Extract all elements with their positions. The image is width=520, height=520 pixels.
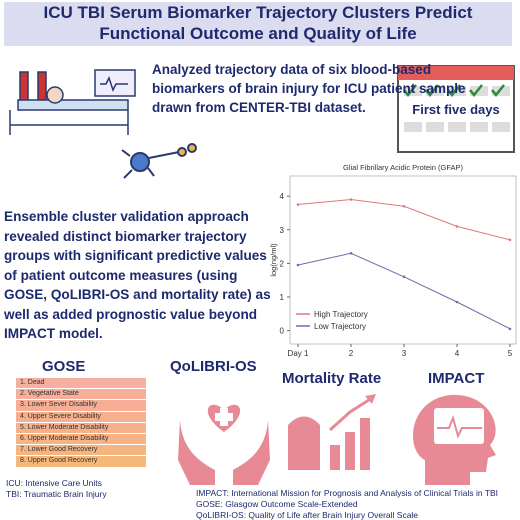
- y-tick-label: 4: [280, 192, 285, 201]
- legend-label: High Trajectory: [314, 310, 368, 319]
- point: [402, 204, 406, 208]
- impact-icon: [413, 394, 496, 485]
- y-tick-label: 2: [280, 259, 285, 268]
- gose-item: 6. Upper Moderate Disability: [16, 433, 146, 446]
- x-tick-label: 4: [455, 349, 460, 358]
- x-tick-label: 2: [349, 349, 354, 358]
- y-tick-label: 1: [280, 293, 285, 302]
- gose-item: 4. Upper Severe Disability: [16, 411, 146, 423]
- abbreviation: QoLIBRI-OS: Quality of Life after Brain …: [196, 510, 419, 520]
- plot-frame: [289, 175, 517, 345]
- qolibri-heading: QoLIBRI-OS: [170, 358, 257, 375]
- calendar-label: First five days: [412, 102, 499, 117]
- y-tick-label: 0: [280, 327, 285, 336]
- point: [349, 251, 353, 255]
- y-axis-label: log(ng/ml): [269, 243, 278, 277]
- abbreviations-left: ICU: Intensive Care Units TBI: Traumatic …: [6, 478, 107, 500]
- mortality-heading: Mortality Rate: [282, 370, 382, 387]
- abbreviation: GOSE: Glasgow Outcome Scale-Extended: [196, 499, 358, 509]
- x-tick-label: Day 1: [288, 349, 309, 358]
- legend-label: Low Trajectory: [314, 322, 366, 331]
- gose-item: 3. Lower Sever Disability: [16, 400, 146, 412]
- title: ICU TBI Serum Biomarker Trajectory Clust…: [4, 2, 512, 46]
- point: [296, 203, 300, 206]
- gose-item: 2. Vegetative State: [16, 389, 146, 401]
- intro-text: Analyzed trajectory data of six blood-ba…: [152, 62, 466, 115]
- point: [508, 238, 512, 242]
- x-tick-label: 3: [402, 349, 407, 358]
- gose-item: 5. Lower Moderate Disability: [16, 422, 146, 434]
- point: [296, 263, 300, 267]
- chart-title: Glial Fibrillary Acidic Protein (GFAP): [343, 163, 464, 172]
- x-tick-label: 5: [508, 349, 513, 358]
- chart: Glial Fibrillary Acidic Protein (GFAP) lo…: [269, 163, 517, 358]
- gose-item: 7. Lower Good Recovery: [16, 445, 146, 457]
- icu-icon: [9, 69, 136, 135]
- point: [349, 198, 353, 201]
- abbreviation: IMPACT: International Mission for Progno…: [196, 488, 499, 498]
- point: [455, 300, 459, 304]
- description: Ensemble cluster validation approach rev…: [4, 209, 271, 341]
- point: [508, 327, 512, 331]
- gose-item: 1. Dead: [16, 378, 146, 390]
- gose-heading: GOSE: [42, 358, 86, 375]
- point: [402, 275, 406, 279]
- qolibri-icon: [178, 404, 270, 485]
- abbreviations-right: IMPACT: International Mission for Progno…: [196, 488, 498, 520]
- gose-item: 8. Upper Good Recovery: [16, 456, 146, 468]
- calendar-icon: First five days: [397, 65, 515, 153]
- neuron-icon: [121, 143, 197, 179]
- impact-heading: IMPACT: [428, 370, 485, 387]
- gose-list: 1. Dead 2. Vegetative State 3. Lower Sever…: [16, 378, 146, 468]
- abbreviation: ICU: Intensive Care Units: [6, 478, 102, 488]
- point: [455, 225, 459, 228]
- abbreviation: TBI: Traumatic Brain Injury: [6, 489, 107, 499]
- mortality-icon: [288, 394, 376, 470]
- y-tick-label: 3: [280, 226, 285, 235]
